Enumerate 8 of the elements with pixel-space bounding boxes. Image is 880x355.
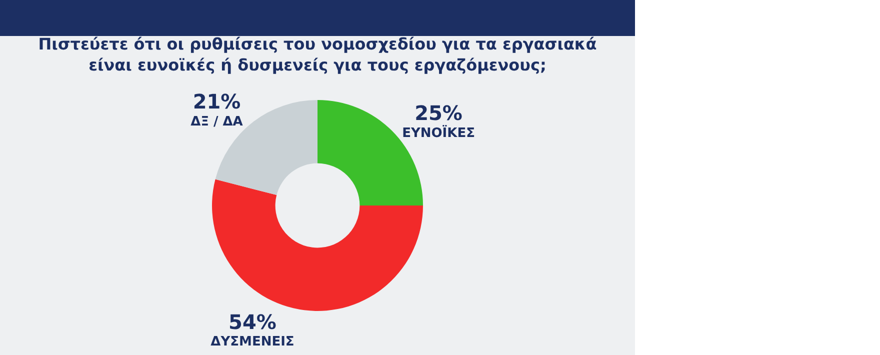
data-label: 25% xyxy=(414,100,462,125)
donut-slice xyxy=(212,179,423,311)
chart-title: Πιστεύετε ότι οι ρυθμίσεις του νομοσχεδίου για τα εργασιακά είναι ευνοϊκές ή δυσμενείς για τους εργαζόμενους; xyxy=(38,34,597,74)
data-label: 21% xyxy=(192,90,241,114)
slice-label: ΔΞ / ΔΑ xyxy=(190,114,243,130)
data-label: 54% xyxy=(228,310,276,334)
slice-label: ΕΥΝΟΪΚΕΣ xyxy=(402,124,475,141)
slice-label: ΔΥΣΜΕΝΕΙΣ xyxy=(210,334,294,350)
